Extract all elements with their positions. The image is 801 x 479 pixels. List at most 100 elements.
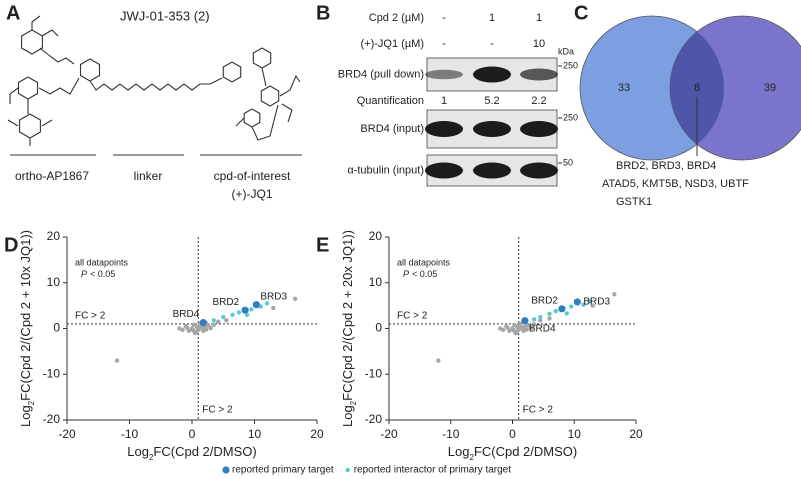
label-part: Log xyxy=(127,444,149,459)
bond xyxy=(9,87,19,104)
bond xyxy=(41,29,59,37)
y-tick-label: -10 xyxy=(365,366,383,380)
point xyxy=(587,298,592,304)
point xyxy=(528,325,534,331)
point xyxy=(196,327,201,333)
point-label: BRD2 xyxy=(531,295,558,306)
annotation-part: < 0.05 xyxy=(412,269,437,279)
part-label: (+)-JQ1 xyxy=(231,187,272,201)
venn-count: 8 xyxy=(694,82,700,94)
band xyxy=(425,162,463,179)
point xyxy=(531,322,537,327)
point xyxy=(204,327,209,332)
point xyxy=(177,326,182,331)
label-sub: 2 xyxy=(469,453,474,462)
point xyxy=(230,312,235,317)
point xyxy=(547,311,552,317)
gene-list: GSTK1 xyxy=(616,196,652,208)
bond xyxy=(38,77,80,95)
annotation: P < 0.05 xyxy=(403,269,437,279)
label-part: FC(Cpd 2/DMSO) xyxy=(474,444,577,459)
legend-marker xyxy=(345,467,350,473)
point-label: BRD3 xyxy=(583,297,610,308)
x-tick-label: 10 xyxy=(568,427,582,441)
annotation: FC > 2 xyxy=(397,311,428,322)
compound-title: JWJ-01-353 (2) xyxy=(120,8,210,23)
y-tick-label: 20 xyxy=(47,229,61,243)
condition-value: 10 xyxy=(533,38,545,50)
x-tick-label: 0 xyxy=(189,427,196,441)
band xyxy=(425,69,463,80)
point xyxy=(538,314,543,320)
venn-overlap xyxy=(670,16,724,160)
quant-value: 1 xyxy=(441,95,447,107)
band xyxy=(425,121,463,137)
point xyxy=(236,310,242,315)
legend-label: reported primary target xyxy=(232,465,334,476)
x-tick-label: -20 xyxy=(380,427,398,441)
point xyxy=(199,318,207,327)
point-label: BRD4 xyxy=(529,323,556,334)
panel-letter: C xyxy=(574,2,588,24)
panel-letter: E xyxy=(316,234,329,256)
condition-label: (+)-JQ1 (µM) xyxy=(361,38,424,50)
point xyxy=(511,328,516,333)
x-tick-label: 10 xyxy=(248,427,262,441)
band xyxy=(473,66,511,83)
y-axis-label: Log2FC(Cpd 2/(Cpd 2 + 20x JQ1)) xyxy=(340,230,357,427)
blot-label: BRD4 (pull down) xyxy=(338,68,424,80)
point xyxy=(200,326,205,332)
point xyxy=(211,322,217,328)
y-tick-label: -20 xyxy=(365,412,383,426)
annotation: FC > 2 xyxy=(523,405,554,416)
point xyxy=(553,308,558,314)
point xyxy=(221,314,226,320)
venn-count: 39 xyxy=(764,82,776,94)
marker: 250 xyxy=(563,60,578,70)
label-part: FC(Cpd 2/(Cpd 2 + 10x JQ1)) xyxy=(18,230,33,401)
panel-letter: B xyxy=(316,2,330,24)
bond xyxy=(261,67,267,87)
y-tick-label: -10 xyxy=(43,366,61,380)
band xyxy=(520,68,558,81)
point xyxy=(264,301,270,306)
condition-value: 1 xyxy=(536,12,542,24)
ring xyxy=(19,113,41,139)
point xyxy=(573,298,581,306)
legend: reported primary target reported interact… xyxy=(222,465,511,476)
blot-label: α-tubulin (input) xyxy=(347,164,424,176)
point xyxy=(191,328,196,333)
point xyxy=(252,301,260,309)
bond xyxy=(251,104,279,141)
x-tick-label: -20 xyxy=(58,427,76,441)
legend-label: reported interactor of primary target xyxy=(354,465,512,476)
x-axis-label: Log2FC(Cpd 2/DMSO) xyxy=(448,444,577,461)
label-sub: 2 xyxy=(149,453,154,462)
point xyxy=(521,317,529,325)
annotation: FC > 2 xyxy=(202,405,233,416)
point xyxy=(216,319,221,324)
marker: 250 xyxy=(563,112,578,122)
panel-letter: A xyxy=(6,2,20,24)
band xyxy=(520,162,558,179)
y-tick-label: 10 xyxy=(369,275,383,289)
label-part: Log xyxy=(448,444,470,459)
point xyxy=(568,304,574,309)
annotation-part: P xyxy=(403,269,409,279)
point xyxy=(507,328,512,333)
annotation: FC > 2 xyxy=(75,311,106,322)
annotation: P < 0.05 xyxy=(81,269,115,279)
point xyxy=(520,326,526,332)
label-sub: 2 xyxy=(349,400,358,405)
x-tick-label: -10 xyxy=(121,427,139,441)
point xyxy=(436,358,441,363)
marker: 50 xyxy=(563,157,573,167)
point xyxy=(191,322,197,328)
y-tick-label: 20 xyxy=(369,229,383,243)
quant-value: 5.2 xyxy=(484,95,499,107)
bond xyxy=(31,15,41,30)
y-tick-label: 10 xyxy=(47,275,61,289)
label-part: FC(Cpd 2/(Cpd 2 + 20x JQ1)) xyxy=(340,230,355,401)
blot-label: BRD4 (input) xyxy=(360,123,424,135)
